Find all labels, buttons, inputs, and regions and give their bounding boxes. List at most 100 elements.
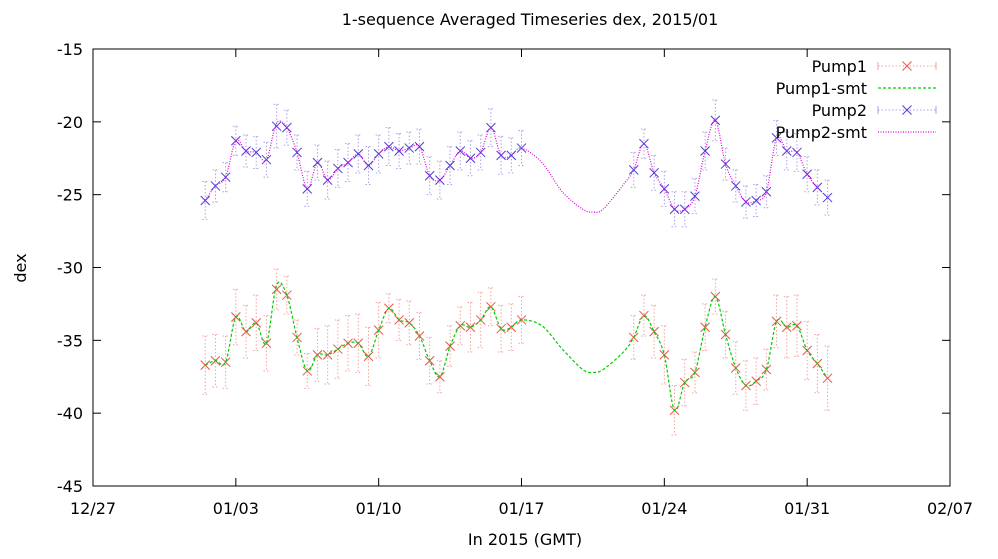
data-point	[628, 165, 639, 175]
error-bar	[416, 128, 423, 165]
error-bar	[508, 303, 515, 352]
legend-marker	[902, 105, 912, 115]
error-bar	[742, 185, 749, 219]
error-bar	[294, 319, 301, 356]
data-point	[445, 341, 455, 352]
data-point	[404, 143, 415, 153]
error-bar	[518, 130, 525, 167]
error-bar	[212, 334, 219, 388]
data-point	[445, 160, 455, 171]
error-bar	[681, 191, 688, 228]
x-tick-label: 01/10	[356, 499, 402, 518]
error-bar	[447, 325, 454, 368]
error-bar	[477, 291, 484, 349]
error-bar	[232, 288, 239, 346]
error-bar	[722, 147, 729, 181]
data-point	[404, 317, 415, 328]
x-tick-label: 12/27	[70, 499, 116, 518]
data-point	[363, 351, 374, 362]
data-point	[220, 357, 231, 368]
data-point	[302, 183, 313, 194]
y-tick-label: -20	[57, 113, 83, 132]
legend: Pump1 Pump1-smt Pump2 Pump2-smt	[776, 57, 937, 142]
data-point	[506, 322, 517, 333]
data-point	[486, 301, 496, 312]
y-tick-label: -40	[57, 404, 83, 423]
y-tick-label: -35	[57, 331, 83, 350]
error-bar	[498, 304, 505, 353]
data-point	[496, 150, 506, 161]
error-bar	[793, 294, 800, 357]
error-bar	[283, 109, 290, 146]
data-point	[649, 326, 659, 337]
series-line	[204, 281, 829, 412]
error-bar	[691, 351, 698, 394]
data-point	[333, 344, 343, 354]
error-bar	[712, 99, 719, 142]
error-bar	[732, 169, 739, 203]
data-point	[761, 186, 772, 197]
data-point	[465, 322, 476, 333]
error-bar	[304, 352, 311, 389]
error-bar	[651, 304, 658, 359]
error-bar	[518, 296, 525, 344]
error-bar	[314, 144, 321, 181]
error-bar	[253, 294, 260, 352]
error-bar	[375, 301, 382, 359]
data-point	[781, 146, 792, 156]
data-point	[690, 191, 700, 201]
series-pump2-smt	[204, 119, 829, 213]
data-point	[792, 147, 802, 158]
x-tick-label: 01/24	[641, 499, 687, 518]
data-point	[292, 147, 302, 158]
legend-item: Pump1-smt	[776, 79, 936, 98]
error-bar	[712, 278, 719, 315]
x-tick-label: 02/07	[927, 499, 973, 518]
data-point	[741, 197, 751, 207]
error-bar	[661, 170, 668, 207]
data-point	[220, 172, 231, 183]
x-tick-label: 01/31	[784, 499, 830, 518]
data-point	[384, 141, 394, 152]
data-point	[230, 135, 241, 146]
error-bar	[804, 156, 811, 193]
error-bar	[396, 132, 403, 169]
error-bar	[824, 179, 831, 216]
y-tick-label: -25	[57, 186, 83, 205]
data-point	[261, 338, 272, 349]
data-point	[761, 364, 772, 375]
y-tick-label: -30	[57, 259, 83, 278]
data-point	[516, 143, 527, 153]
error-bar	[294, 134, 301, 171]
error-bar	[671, 191, 678, 228]
data-point	[628, 332, 639, 343]
data-point	[281, 122, 292, 133]
plot-series	[200, 99, 833, 436]
error-bar	[773, 294, 780, 349]
legend-item: Pump2	[812, 101, 937, 120]
error-bar	[243, 134, 250, 168]
series-pump2	[200, 99, 833, 228]
data-point	[271, 121, 282, 132]
error-bar	[773, 119, 780, 156]
series-line	[204, 119, 829, 213]
series-pump1-smt	[204, 281, 829, 412]
data-point	[802, 169, 813, 180]
error-bar	[243, 304, 250, 359]
error-bar	[702, 303, 709, 352]
legend-marker	[902, 61, 912, 71]
error-bar	[222, 335, 229, 389]
data-point	[659, 350, 670, 360]
error-bar	[763, 348, 770, 391]
data-point	[771, 133, 782, 143]
data-point	[394, 146, 404, 156]
legend-label: Pump1-smt	[776, 79, 867, 98]
error-bar	[314, 328, 321, 382]
error-bar	[651, 154, 658, 191]
error-bar	[814, 169, 821, 206]
data-point	[271, 284, 282, 295]
legend-item: Pump1	[812, 57, 937, 76]
error-bar	[212, 169, 219, 203]
error-bar	[508, 137, 515, 174]
error-bar	[681, 358, 688, 407]
